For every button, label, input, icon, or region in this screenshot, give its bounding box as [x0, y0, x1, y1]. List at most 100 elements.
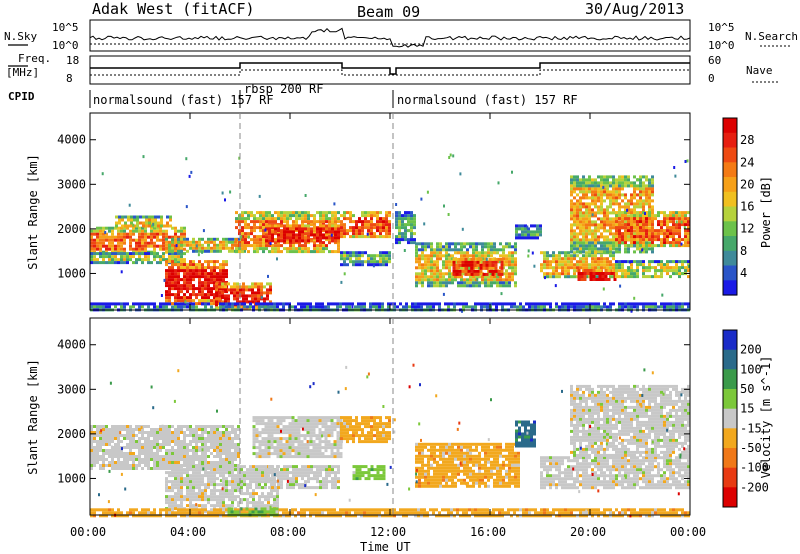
- heatmap-cell: [99, 261, 102, 265]
- heatmap-cell: [307, 241, 310, 245]
- heatmap-cell: [388, 235, 391, 239]
- heatmap-cell: [588, 229, 591, 233]
- heatmap-cell: [642, 226, 645, 230]
- heatmap-cell: [218, 297, 221, 301]
- heatmap-cell: [549, 305, 552, 309]
- heatmap-cell: [439, 284, 442, 288]
- heatmap-cell: [263, 297, 266, 301]
- heatmap-cell: [460, 281, 463, 285]
- heatmap-cell: [606, 190, 609, 194]
- heatmap-cell: [129, 232, 132, 236]
- heatmap-cell: [174, 492, 177, 496]
- heatmap-cell: [615, 226, 618, 230]
- heatmap-cell: [126, 232, 129, 236]
- heatmap-cell: [660, 238, 663, 242]
- heatmap-cell: [183, 240, 186, 244]
- heatmap-cell: [150, 235, 153, 239]
- heatmap-cell: [603, 220, 606, 224]
- heatmap-cell: [186, 305, 189, 309]
- heatmap-cell: [304, 229, 307, 233]
- heatmap-cell: [135, 464, 138, 467]
- heatmap-cell: [346, 232, 349, 236]
- heatmap-cell: [138, 428, 141, 431]
- heatmap-cell: [280, 211, 283, 215]
- heatmap-cell: [570, 208, 573, 212]
- heatmap-cell: [244, 232, 247, 236]
- heatmap-cell: [483, 302, 486, 306]
- heatmap-cell: [660, 211, 663, 215]
- heatmap-cell: [207, 465, 210, 469]
- heatmap-cell: [259, 244, 262, 248]
- heatmap-cell: [636, 266, 639, 270]
- heatmap-cell: [648, 229, 651, 233]
- heatmap-cell: [464, 257, 468, 261]
- heatmap-cell: [108, 443, 111, 446]
- heatmap-cell: [165, 258, 168, 262]
- heatmap-cell: [316, 244, 319, 248]
- heatmap-cell: [358, 254, 361, 258]
- heatmap-cell: [90, 229, 93, 233]
- heatmap-cell: [99, 302, 102, 306]
- heatmap-cell: [198, 458, 201, 461]
- heatmap-cell: [579, 266, 582, 270]
- heatmap-cell: [487, 281, 490, 285]
- heatmap-cell: [501, 305, 504, 309]
- heatmap-cell: [277, 214, 280, 218]
- heatmap-cell: [633, 250, 636, 254]
- heatmap-cell: [312, 305, 315, 309]
- heatmap-cell: [546, 302, 549, 306]
- heatmap-cell: [411, 305, 414, 309]
- heatmap-cell: [642, 241, 645, 245]
- heatmap-cell: [96, 431, 99, 434]
- heatmap-cell: [126, 458, 129, 461]
- heatmap-cell: [436, 251, 439, 255]
- heatmap-cell: [378, 305, 381, 309]
- heatmap-cell: [207, 449, 210, 452]
- heatmap-cell: [198, 237, 201, 241]
- heatmap-cell: [602, 185, 605, 189]
- heatmap-cell: [237, 428, 240, 431]
- heatmap-cell: [195, 458, 198, 461]
- heatmap-cell: [633, 305, 636, 309]
- heatmap-cell: [263, 291, 266, 295]
- heatmap-cell: [398, 211, 401, 215]
- heatmap-cell: [180, 243, 183, 247]
- heatmap-cell: [219, 504, 222, 508]
- heatmap-cell: [669, 226, 672, 230]
- heatmap-cell: [648, 275, 651, 279]
- heatmap-cell: [479, 266, 483, 270]
- heatmap-cell: [207, 290, 210, 294]
- heatmap-cell: [466, 251, 469, 255]
- heatmap-cell: [436, 284, 439, 288]
- heatmap-cell: [570, 202, 573, 206]
- heatmap-cell: [651, 275, 654, 279]
- heatmap-cell: [117, 238, 120, 242]
- heatmap-cell: [189, 260, 192, 264]
- heatmap-cell: [603, 184, 606, 188]
- heatmap-cell: [427, 284, 430, 288]
- heatmap-cell: [454, 248, 457, 252]
- heatmap-cell: [189, 428, 192, 431]
- heatmap-cell: [105, 232, 108, 236]
- heatmap-cell: [128, 203, 131, 207]
- heatmap-cell: [289, 227, 292, 231]
- heatmap-cell: [117, 235, 120, 239]
- heatmap-cell: [204, 486, 207, 490]
- heatmap-cell: [289, 241, 292, 245]
- heatmap-cell: [570, 235, 573, 239]
- heatmap-cell: [269, 288, 272, 292]
- heatmap-cell: [231, 243, 234, 247]
- heatmap-cell: [130, 215, 133, 219]
- heatmap-cell: [579, 178, 582, 182]
- heatmap-cell: [174, 278, 177, 282]
- heatmap-cell: [657, 211, 660, 215]
- heatmap-cell: [210, 246, 213, 250]
- heatmap-cell: [582, 223, 585, 227]
- heatmap-cell: [636, 247, 639, 251]
- heatmap-cell: [180, 284, 183, 288]
- heatmap-cell: [500, 272, 504, 276]
- heatmap-cell: [349, 251, 352, 255]
- heatmap-cell: [672, 272, 675, 276]
- nsearch-tick-top: 10^5: [708, 21, 735, 34]
- heatmap-cell: [466, 284, 469, 288]
